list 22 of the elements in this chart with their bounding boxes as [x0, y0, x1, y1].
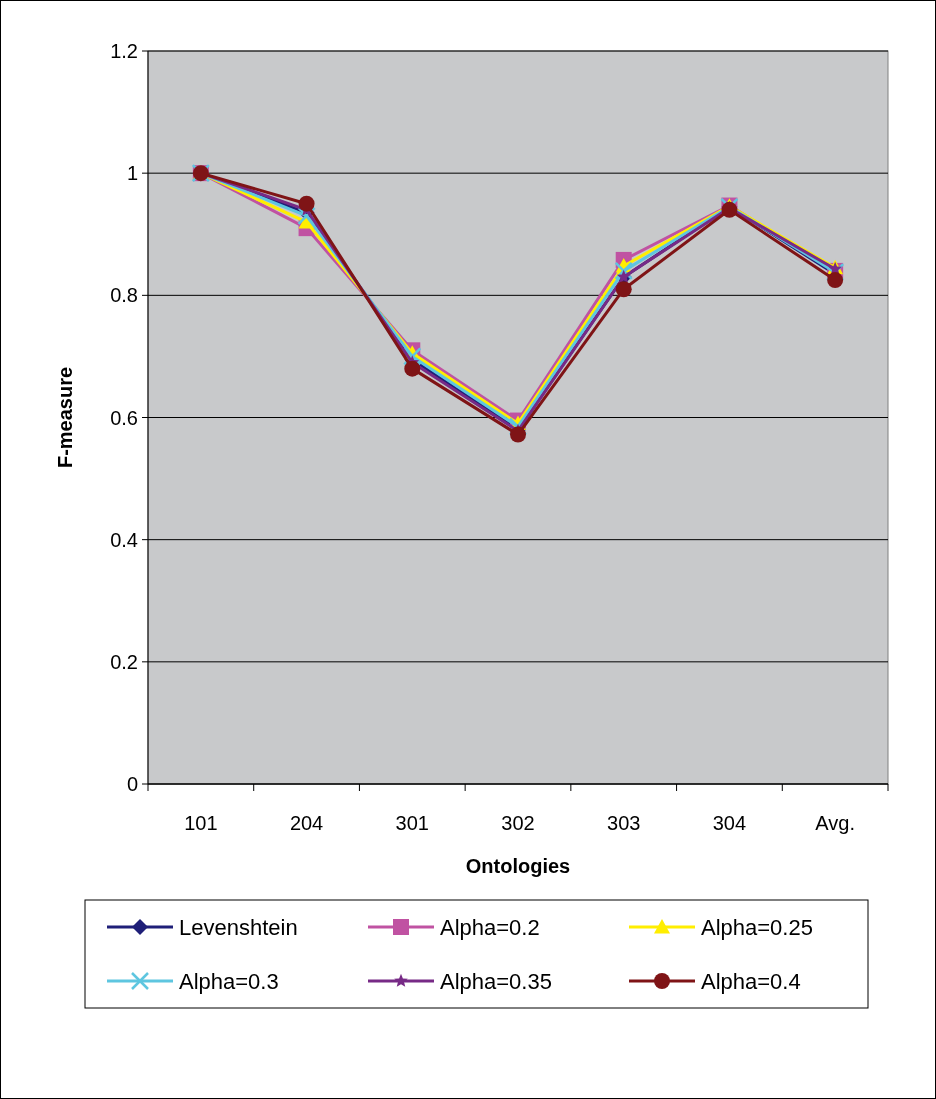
legend-label: Alpha=0.4 [701, 968, 801, 994]
y-tick-label: 1 [126, 162, 138, 185]
legend-label: Alpha=0.25 [701, 914, 813, 940]
legend-label: Alpha=0.3 [179, 968, 279, 994]
legend-label: Levenshtein [179, 914, 298, 940]
x-tick-label: 304 [712, 812, 747, 834]
x-tick-label: 101 [184, 812, 218, 834]
x-tick-label: 204 [289, 812, 324, 834]
x-tick-label: Avg. [815, 812, 855, 834]
y-tick-label: 0.2 [110, 650, 138, 673]
y-tick-label: 1.2 [110, 40, 138, 62]
x-tick-label: 302 [501, 812, 535, 834]
legend-label: Alpha=0.2 [440, 914, 540, 940]
y-tick-label: 0.8 [110, 284, 138, 307]
legend-label: Alpha=0.35 [440, 968, 552, 994]
y-tick-label: 0.4 [110, 528, 138, 551]
y-tick-label: 0.6 [110, 406, 138, 429]
y-tick-label: 0 [126, 773, 138, 795]
y-axis-title: F-measure [54, 366, 76, 469]
x-tick-label: 301 [395, 812, 429, 834]
x-axis-title: Ontologies [465, 855, 571, 877]
x-tick-label: 303 [607, 812, 641, 834]
